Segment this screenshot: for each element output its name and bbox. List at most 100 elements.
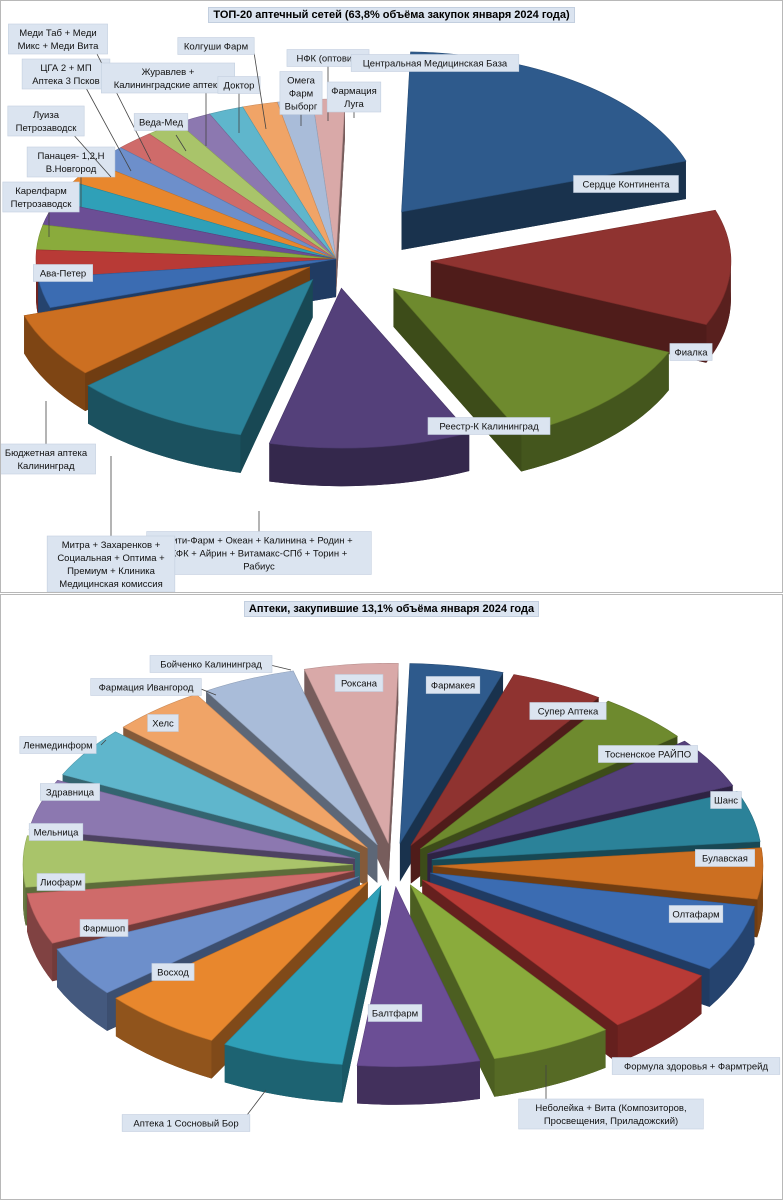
- svg-text:НФК (оптовик): НФК (оптовик): [296, 54, 359, 65]
- pie-slices: [22, 663, 764, 1105]
- data-label-0: Сердце Континента: [573, 175, 679, 193]
- svg-text:Лиофарм: Лиофарм: [40, 878, 82, 889]
- svg-text:Аптека 1 Сосновый Бор: Аптека 1 Сосновый Бор: [133, 1119, 238, 1130]
- svg-text:Калининградские аптеки: Калининградские аптеки: [114, 80, 223, 91]
- svg-text:Фармация: Фармация: [331, 86, 377, 97]
- pie-slices: [23, 51, 732, 487]
- svg-text:Сити-Фарм + Океан + Калинина +: Сити-Фарм + Океан + Калинина + Родин +: [165, 536, 353, 547]
- data-label-14: Доктор: [217, 76, 261, 133]
- svg-text:Ава-Петер: Ава-Петер: [40, 269, 86, 280]
- data-label-11: Фармшоп: [79, 919, 129, 937]
- svg-text:Фармация Ивангород: Фармация Ивангород: [99, 683, 194, 694]
- data-label-12: Журавлев + Калининградские аптеки: [101, 62, 235, 146]
- slice-4-митра-захаренков-социальная-: [87, 278, 314, 473]
- svg-text:Меди Таб + Меди: Меди Таб + Меди: [19, 28, 96, 39]
- svg-text:В.Новгород: В.Новгород: [46, 164, 97, 175]
- data-label-4: Митра + Захаренков + Социальная + Оптима …: [46, 456, 176, 593]
- svg-text:Фиалка: Фиалка: [674, 348, 708, 359]
- svg-text:Петрозаводск: Петрозаводск: [16, 123, 78, 134]
- data-label-9: Луиза Петрозаводск: [7, 105, 112, 178]
- svg-text:Луиза: Луиза: [33, 110, 60, 121]
- svg-text:Журавлев +: Журавлев +: [142, 67, 195, 78]
- svg-text:Ленмединформ: Ленмединформ: [23, 741, 92, 752]
- svg-text:Премиум + Клиника: Премиум + Клиника: [67, 566, 156, 577]
- data-label-8: Панацея- 1,2,Н В.Новгород: [26, 146, 116, 207]
- svg-text:Панацея- 1,2,Н: Панацея- 1,2,Н: [38, 151, 105, 162]
- svg-text:Микс + Меди Вита: Микс + Меди Вита: [18, 41, 100, 52]
- chart-panel-pharmacies: Аптеки, закупившие 13,1% объёма января 2…: [0, 594, 783, 1200]
- svg-text:Неболейка + Вита (Композиторов: Неболейка + Вита (Композиторов,: [535, 1103, 686, 1114]
- svg-text:Формула здоровья + Фармтрейд: Формула здоровья + Фармтрейд: [624, 1062, 768, 1073]
- svg-text:Калининград: Калининград: [17, 461, 74, 472]
- slice-1-фиалка: [430, 209, 732, 363]
- svg-text:Бойченко Калининград: Бойченко Калининград: [160, 660, 262, 671]
- data-label-11: Меди Таб + Меди Микс + Меди Вита: [8, 23, 152, 162]
- svg-text:Хелс: Хелс: [152, 719, 174, 730]
- svg-text:Карелфарм: Карелфарм: [15, 186, 67, 197]
- data-label-14: Здравница: [40, 783, 100, 801]
- data-label-6: Ава-Петер: [33, 264, 93, 282]
- svg-text:Фарм: Фарм: [289, 89, 313, 100]
- svg-text:Тосненское РАЙПО: Тосненское РАЙПО: [605, 749, 691, 761]
- data-label-13: Мельница: [28, 823, 84, 841]
- svg-text:Сердце Континента: Сердце Континента: [582, 180, 670, 191]
- svg-text:Роксана: Роксана: [341, 679, 378, 690]
- data-label-1: Супер Аптека: [529, 702, 607, 720]
- data-label-3: Шанс: [710, 791, 742, 809]
- svg-text:Доктор: Доктор: [224, 81, 255, 92]
- data-label-15: Колгуши Фарм: [177, 37, 267, 130]
- svg-text:Веда-Мед: Веда-Мед: [139, 118, 183, 129]
- svg-text:Выборг: Выборг: [285, 102, 318, 113]
- data-label-4: Булавская: [695, 849, 755, 867]
- svg-text:Омега: Омега: [287, 76, 315, 87]
- svg-text:Олтафарм: Олтафарм: [672, 910, 719, 921]
- svg-text:ЦГА 2 + МП: ЦГА 2 + МП: [40, 63, 92, 74]
- data-labels: Фармакея Супер Аптека Тосненское РАЙПО Шанс…: [19, 655, 781, 1132]
- data-label-10: Восход: [151, 963, 195, 981]
- data-label-16: Омега Фарм Выборг: [279, 71, 323, 126]
- data-labels: Сердце Континента Фиалка Реестр-К Калининг…: [0, 23, 713, 593]
- data-label-19: Роксана: [334, 674, 384, 692]
- data-label-15: Ленмединформ: [19, 736, 107, 754]
- data-label-5: Олтафарм: [668, 905, 724, 923]
- svg-text:Супер Аптека: Супер Аптека: [538, 707, 599, 718]
- svg-text:Здравница: Здравница: [46, 788, 95, 799]
- data-label-2: Тосненское РАЙПО: [598, 745, 698, 763]
- svg-text:Шанс: Шанс: [714, 796, 738, 807]
- svg-text:Петрозаводск: Петрозаводск: [11, 199, 73, 210]
- chart-title: Аптеки, закупившие 13,1% объёма января 2…: [1, 601, 782, 617]
- data-label-0: Фармакея: [425, 676, 481, 694]
- slice-10-восход: [224, 884, 382, 1103]
- chart-panel-top20-networks: ТОП-20 аптечный сетей (63,8% объёма заку…: [0, 0, 783, 593]
- data-label-13: Веда-Мед: [133, 113, 189, 152]
- data-label-18: Фармация Луга: [326, 81, 382, 118]
- data-label-10: ЦГА 2 + МП Аптека 3 Псков: [21, 58, 132, 172]
- slice-0-сердце-континента: [401, 51, 687, 250]
- data-label-3: Сити-Фарм + Океан + Калинина + Родин + КФ…: [146, 511, 372, 575]
- svg-text:Центральная Медицинская База: Центральная Медицинская База: [363, 59, 508, 70]
- data-label-16: Хелс: [147, 714, 179, 732]
- svg-text:Луга: Луга: [344, 99, 364, 110]
- pie-chart-top20: Сердце Континента Фиалка Реестр-К Калининг…: [0, 23, 732, 593]
- svg-text:Митра + Захаренков +: Митра + Захаренков +: [62, 540, 161, 551]
- svg-text:Бюджетная аптека: Бюджетная аптека: [5, 448, 88, 459]
- chart-title: ТОП-20 аптечный сетей (63,8% объёма заку…: [1, 7, 782, 23]
- svg-text:Фармшоп: Фармшоп: [83, 924, 125, 935]
- svg-text:Медицинская комиссия: Медицинская комиссия: [59, 579, 162, 590]
- svg-text:Восход: Восход: [157, 968, 189, 979]
- svg-text:КФК + Айрин + Витамакс-СПб + Т: КФК + Айрин + Витамакс-СПб + Торин +: [171, 549, 348, 560]
- data-label-12: Лиофарм: [36, 873, 86, 891]
- data-label-2: Реестр-К Калининград: [427, 417, 551, 435]
- svg-text:Мельница: Мельница: [34, 828, 79, 839]
- svg-text:Рабиус: Рабиус: [243, 562, 275, 573]
- slice-8-балтфарм: [409, 884, 607, 1097]
- svg-text:Булавская: Булавская: [702, 854, 748, 865]
- data-label-8: Балтфарм: [367, 1004, 423, 1022]
- svg-text:Социальная + Оптима +: Социальная + Оптима +: [57, 553, 165, 564]
- data-label-9: Аптека 1 Сосновый Бор: [121, 1089, 267, 1132]
- svg-text:Аптека 3 Псков: Аптека 3 Псков: [32, 76, 99, 87]
- pie-chart-pharmacies: Фармакея Супер Аптека Тосненское РАЙПО Шанс…: [19, 655, 781, 1132]
- svg-text:Балтфарм: Балтфарм: [372, 1009, 418, 1020]
- data-label-6: Формула здоровья + Фармтрейд: [611, 1057, 781, 1075]
- data-label-1: Фиалка: [669, 343, 713, 361]
